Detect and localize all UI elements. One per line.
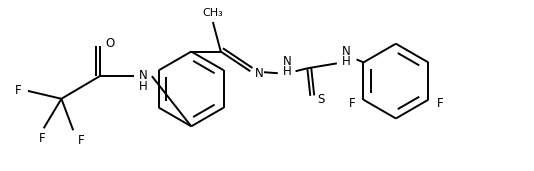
Text: N: N xyxy=(255,67,263,80)
Text: F: F xyxy=(15,84,21,97)
Text: CH₃: CH₃ xyxy=(202,8,223,18)
Text: N: N xyxy=(342,45,351,58)
Text: F: F xyxy=(348,97,355,110)
Text: F: F xyxy=(78,134,84,147)
Text: H: H xyxy=(139,81,147,94)
Text: N: N xyxy=(139,69,147,82)
Text: F: F xyxy=(38,132,45,145)
Text: N: N xyxy=(283,55,292,68)
Text: H: H xyxy=(342,55,351,68)
Text: H: H xyxy=(283,65,292,78)
Text: S: S xyxy=(317,93,325,106)
Text: O: O xyxy=(105,37,114,50)
Text: F: F xyxy=(437,97,443,110)
